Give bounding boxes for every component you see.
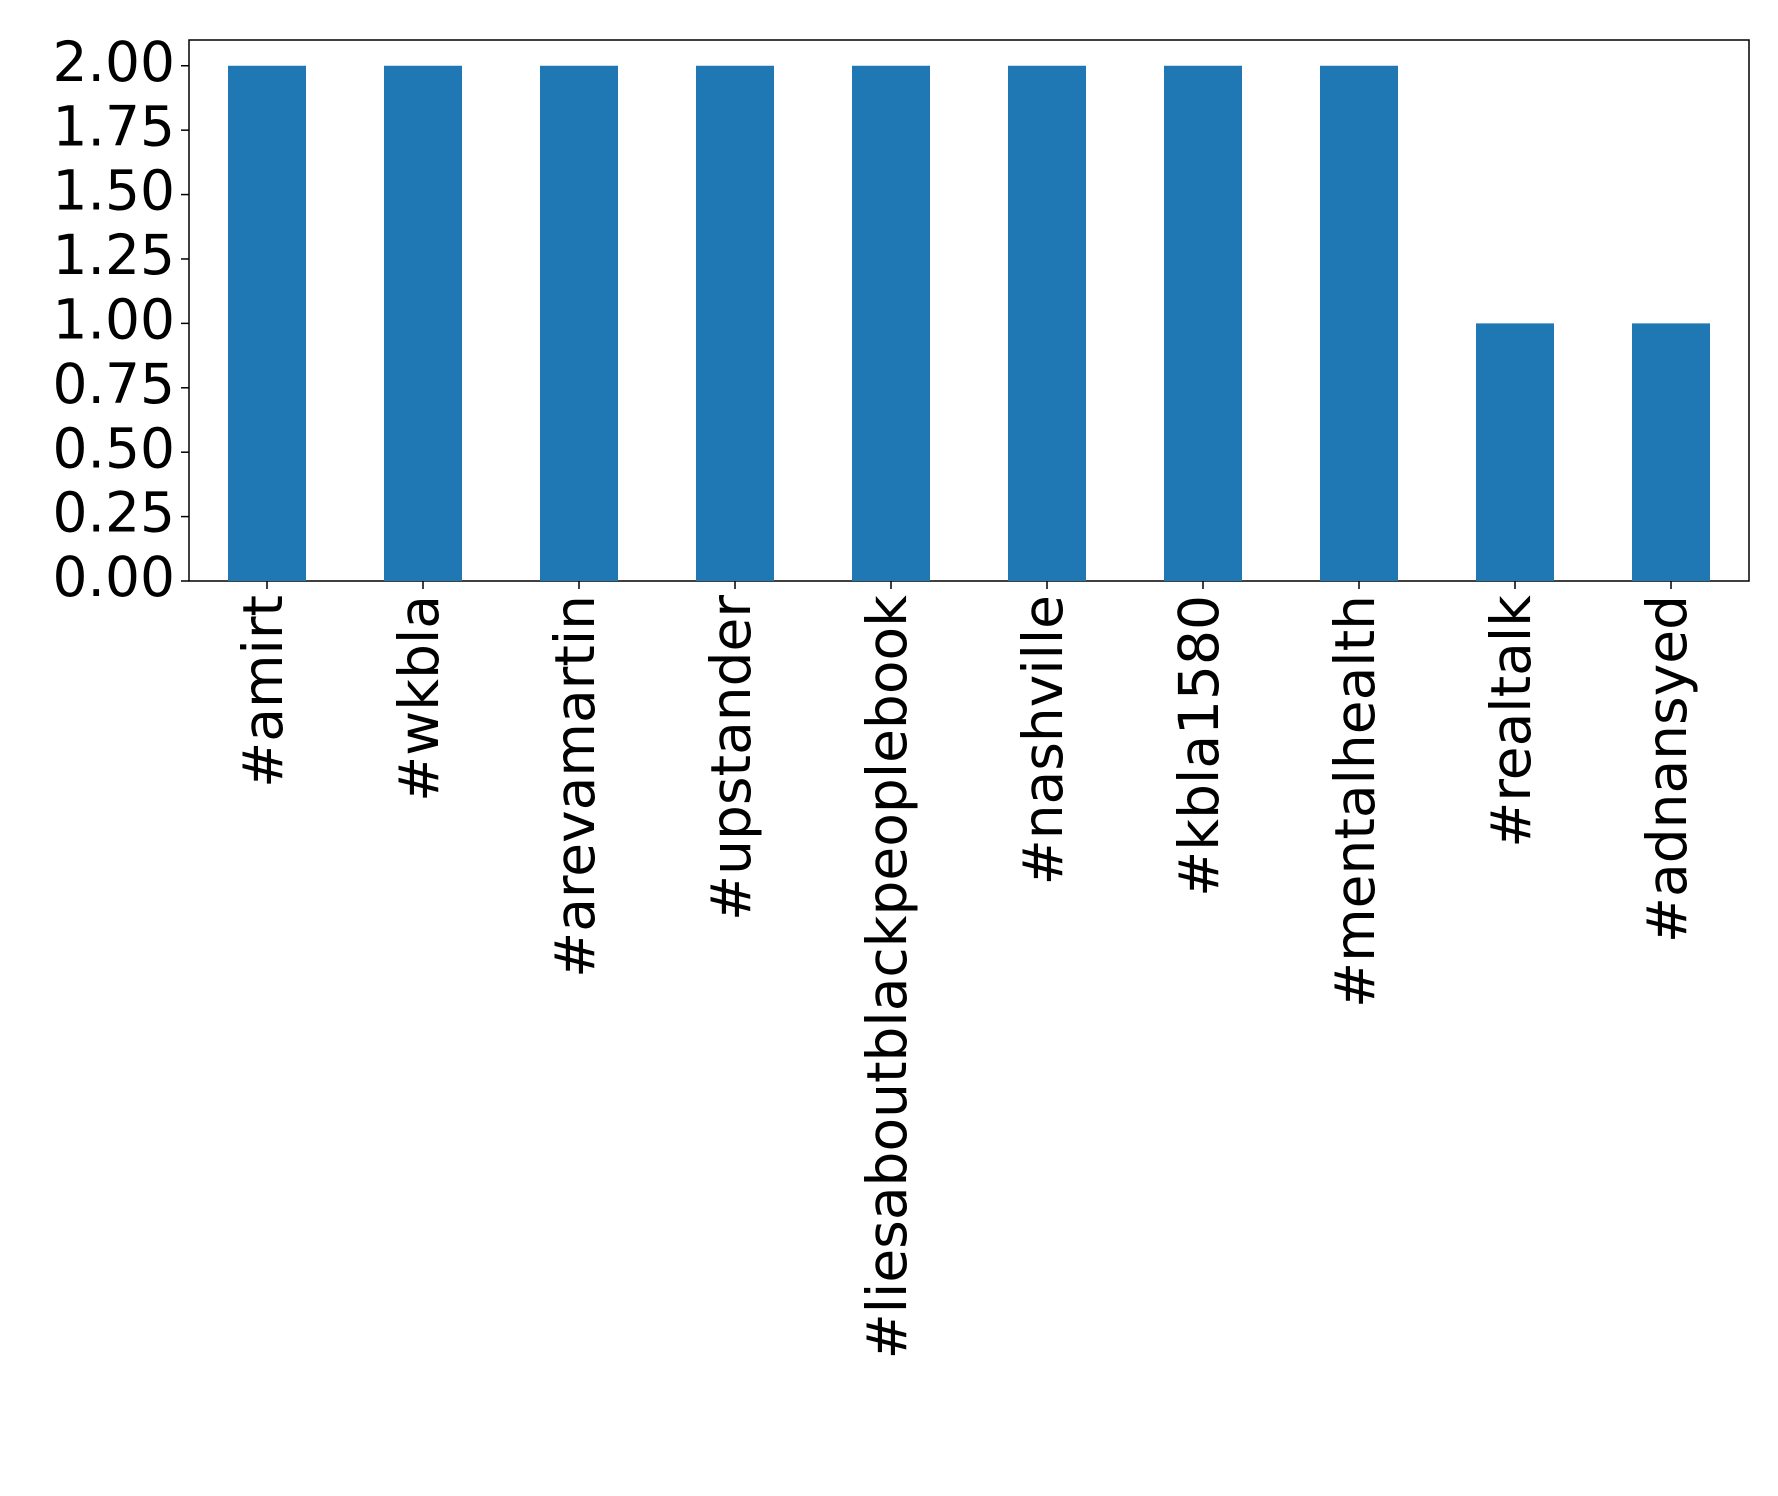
bar: [384, 65, 462, 581]
y-tick-label: 0.75: [53, 352, 175, 416]
y-tick-label: 1.75: [53, 94, 175, 158]
x-tick-label: #mentalhealth: [1323, 595, 1387, 1008]
bar: [228, 65, 306, 581]
bar: [696, 65, 774, 581]
y-tick-label: 0.50: [53, 416, 175, 480]
y-tick-label: 0.00: [53, 545, 175, 609]
bar: [1164, 65, 1242, 581]
y-tick-label: 1.00: [53, 288, 175, 352]
x-tick-label: #adnansyed: [1635, 595, 1699, 943]
bar: [1320, 65, 1398, 581]
x-tick-label: #kbla1580: [1167, 595, 1231, 897]
y-tick-label: 0.25: [53, 481, 175, 545]
x-tick-label: #arevamartin: [543, 595, 607, 978]
axes-frame: [188, 39, 1750, 582]
y-tick-label: 1.50: [53, 159, 175, 223]
x-tick-label: #liesaboutblackpeoplebook: [855, 595, 919, 1359]
bar: [540, 65, 618, 581]
x-tick-label: #nashville: [1011, 595, 1075, 885]
x-tick-label: #amirt: [231, 595, 295, 788]
x-tick-label: #upstander: [699, 595, 763, 921]
y-tick-label: 2.00: [53, 30, 175, 94]
bar: [1632, 323, 1710, 581]
x-tick-label: #wkbla: [387, 595, 451, 802]
bar: [1008, 65, 1086, 581]
y-tick-label: 1.25: [53, 223, 175, 287]
bar: [852, 65, 930, 581]
bar: [1476, 323, 1554, 581]
x-tick-label: #realtalk: [1479, 595, 1543, 848]
